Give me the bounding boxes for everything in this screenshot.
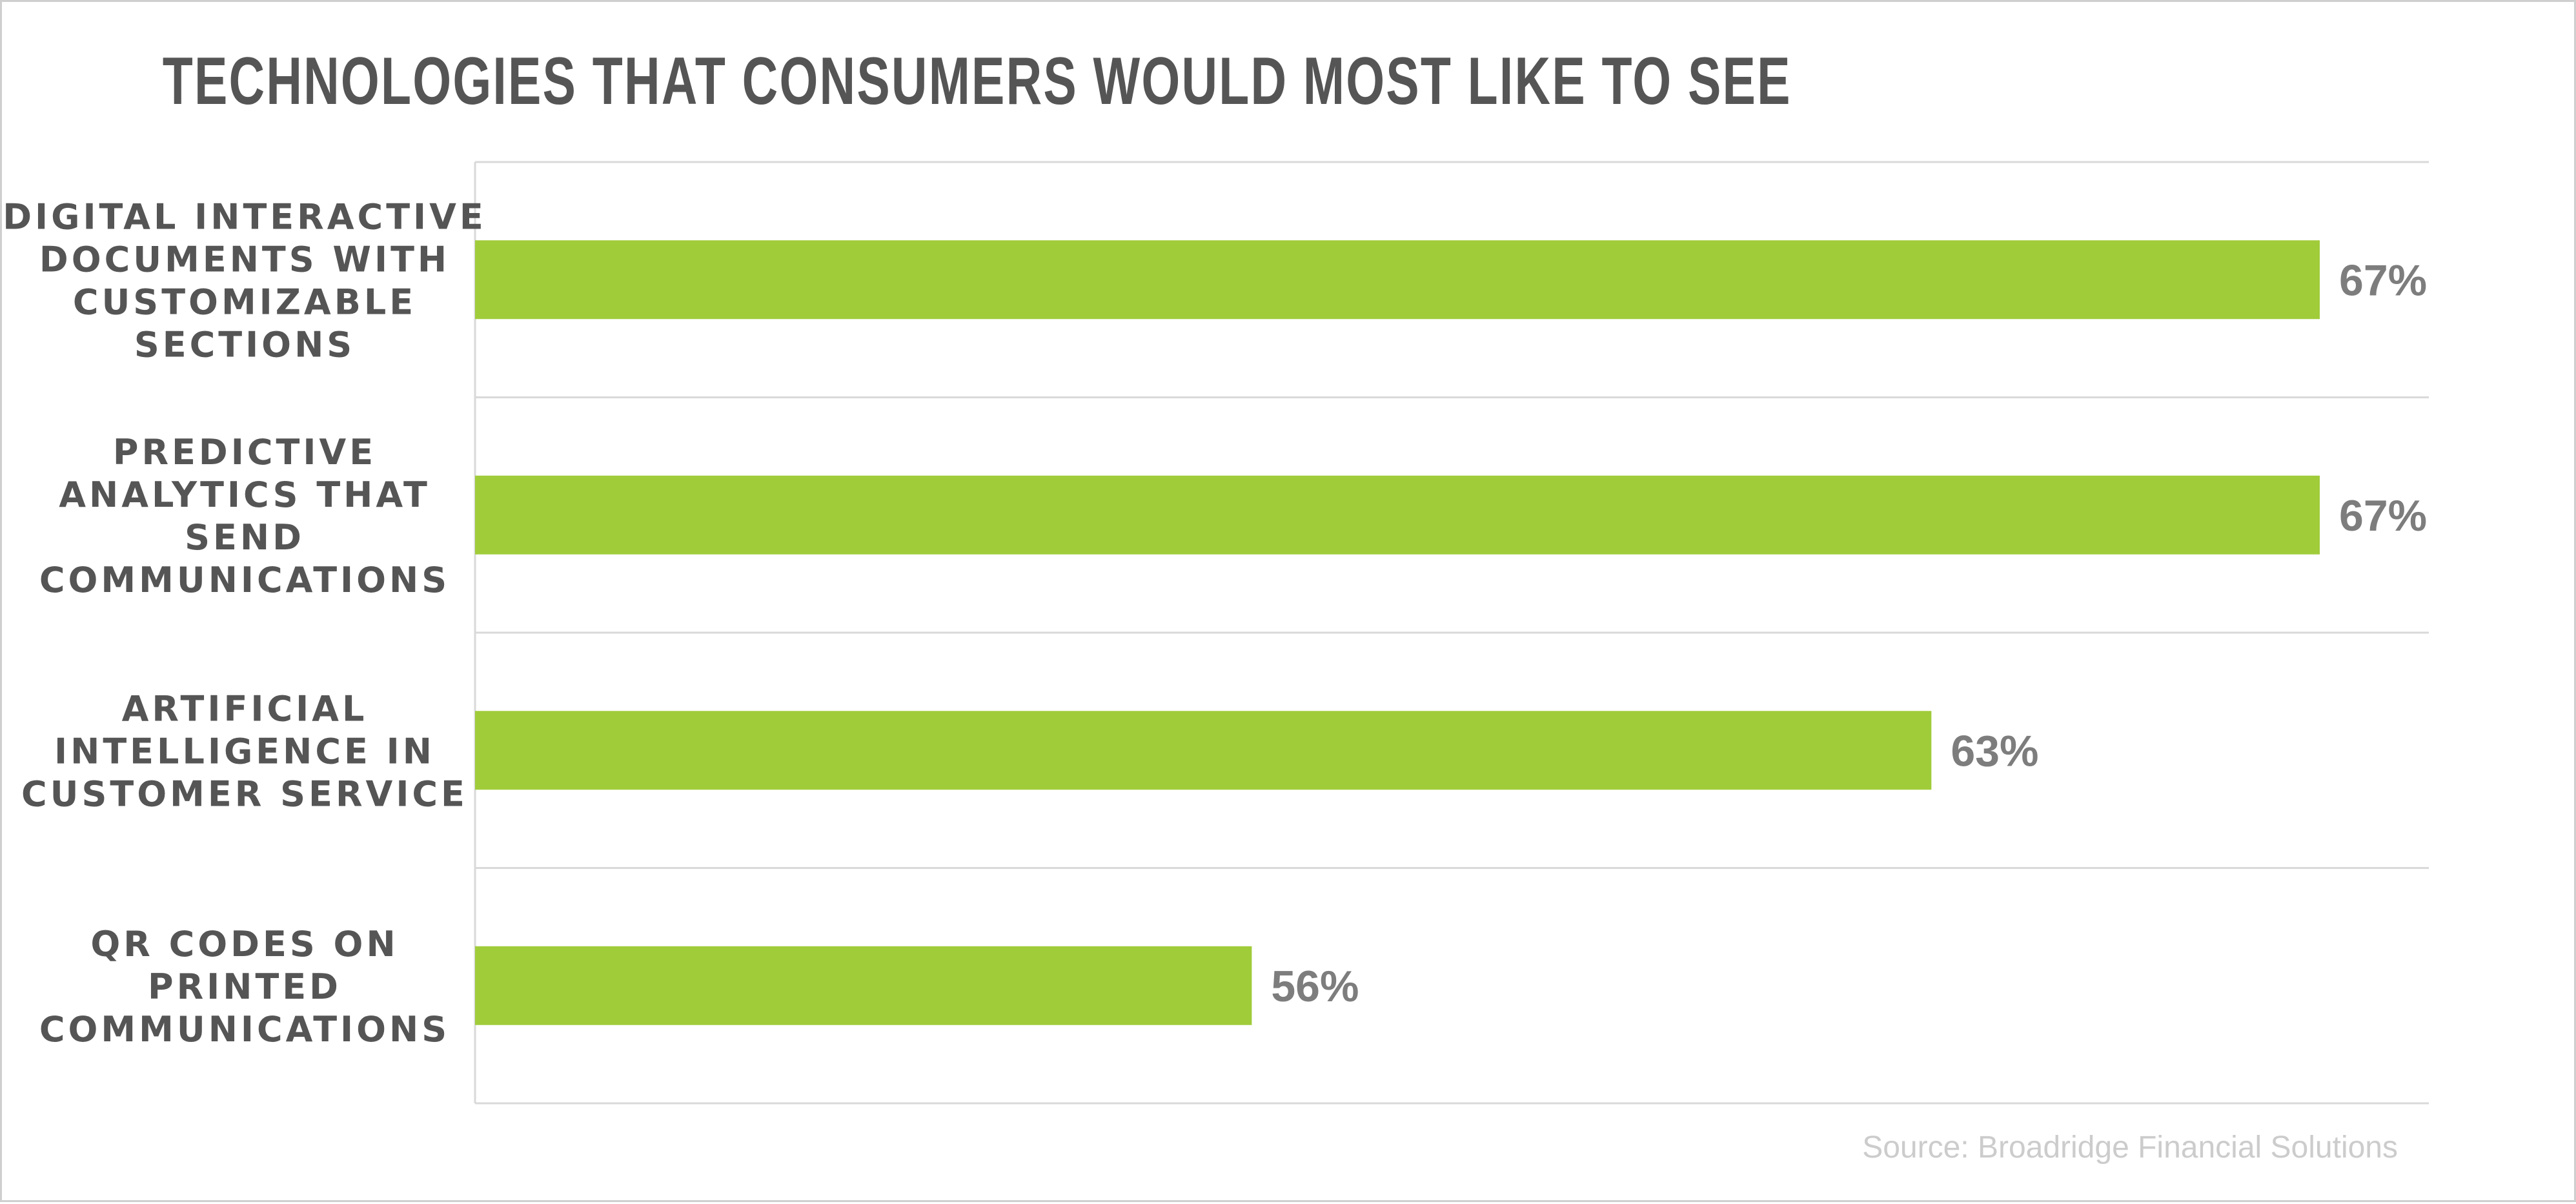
- category-label: DIGITAL INTERACTIVE DOCUMENTS WITH CUSTOMI…: [3, 196, 487, 365]
- category-label: ARTIFICIAL INTELLIGENCE IN CUSTOMER SERVIC…: [21, 688, 468, 814]
- source-note: Source: Broadridge Financial Solutions: [1862, 1130, 2398, 1165]
- data-label: 67%: [2339, 491, 2427, 540]
- category-label: QR CODES ON PRINTED COMMUNICATIONS: [39, 924, 450, 1050]
- chart-title: TECHNOLOGIES THAT CONSUMERS WOULD MOST L…: [162, 44, 1792, 119]
- data-label: 67%: [2339, 256, 2427, 305]
- bar: [475, 240, 2320, 320]
- bar: [475, 711, 1932, 790]
- category-label: PREDICTIVE ANALYTICS THAT SEND COMMUNICATIO…: [39, 432, 450, 600]
- data-label: 63%: [1951, 726, 2038, 775]
- data-label: 56%: [1271, 962, 1359, 1011]
- bar: [475, 946, 1252, 1025]
- bar: [475, 475, 2320, 555]
